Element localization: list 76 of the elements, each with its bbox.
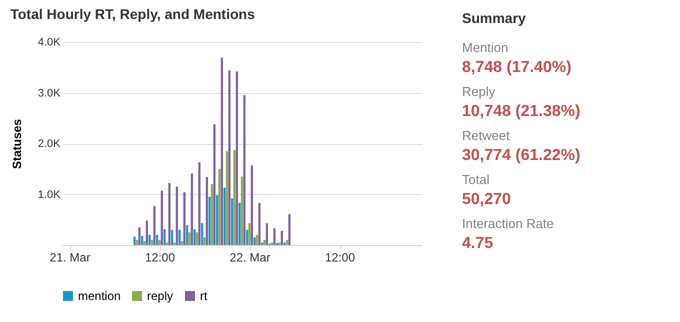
bar (266, 223, 268, 245)
bar (226, 151, 228, 245)
bar (203, 237, 206, 245)
legend-label: rt (200, 289, 208, 303)
text: Reply (462, 84, 496, 99)
y-tick-label: 2.0K (38, 138, 62, 150)
bar (258, 202, 260, 245)
text: Summary (462, 10, 526, 26)
bar (208, 196, 211, 245)
bar (138, 227, 140, 245)
text: 10,748 (21.38%) (462, 103, 580, 120)
y-tick-label: 4.0K (38, 36, 62, 48)
bar (216, 195, 218, 245)
bar (190, 173, 193, 245)
bar (171, 230, 174, 245)
bar (210, 184, 214, 245)
text: Total (462, 172, 490, 187)
bar (273, 228, 276, 245)
bar (153, 206, 156, 245)
bar (288, 214, 290, 245)
bar (254, 237, 256, 245)
bar (238, 202, 241, 245)
bar (228, 70, 230, 245)
bar (173, 242, 176, 245)
bar (166, 242, 168, 245)
bar (186, 225, 188, 245)
text: 50,270 (462, 191, 512, 208)
bar (280, 230, 283, 245)
bar (261, 242, 264, 245)
bar (164, 229, 166, 245)
chart-title: Total Hourly RT, Reply, and Mentions (10, 6, 256, 22)
bar (218, 168, 221, 245)
x-tick-label: 21. Mar (50, 250, 90, 264)
bar (231, 198, 234, 245)
x-tick-label: 12:00 (144, 250, 176, 264)
text: Retweet (462, 128, 510, 143)
bar (156, 234, 158, 245)
bar (248, 223, 251, 245)
bar (224, 188, 226, 245)
text: 30,774 (61.22%) (462, 147, 580, 164)
bar (201, 223, 204, 245)
bar (240, 176, 244, 245)
legend-label: mention (78, 289, 121, 303)
bar (256, 234, 258, 245)
bar (233, 150, 236, 245)
bar (178, 230, 181, 245)
text: Mention (462, 40, 508, 55)
bar (213, 124, 216, 245)
x-tick-label: 12:00 (324, 250, 356, 264)
bar (146, 220, 148, 245)
bar (250, 165, 253, 245)
bar (198, 162, 200, 245)
bar (134, 236, 136, 245)
bar (160, 190, 163, 245)
bar (148, 234, 151, 245)
bar (220, 58, 223, 245)
bar (278, 242, 281, 245)
y-axis-title: Statuses (10, 118, 24, 170)
bar (246, 230, 248, 245)
bar (194, 229, 196, 245)
bar (206, 176, 208, 245)
text: 4.75 (462, 235, 494, 252)
y-tick-label: 1.0K (38, 188, 62, 201)
text: 8,748 (17.40%) (462, 59, 572, 76)
bar (176, 186, 178, 245)
y-tick-label: 3.0K (38, 87, 62, 100)
bar (284, 242, 286, 245)
bar (236, 71, 238, 245)
x-tick-label: 22. Mar (230, 250, 270, 264)
text: Interaction Rate (462, 216, 554, 231)
legend-label: reply (147, 289, 174, 303)
bar (243, 95, 246, 245)
bar (141, 236, 144, 245)
bar (168, 183, 170, 245)
bar (270, 242, 274, 245)
bar (183, 192, 186, 245)
